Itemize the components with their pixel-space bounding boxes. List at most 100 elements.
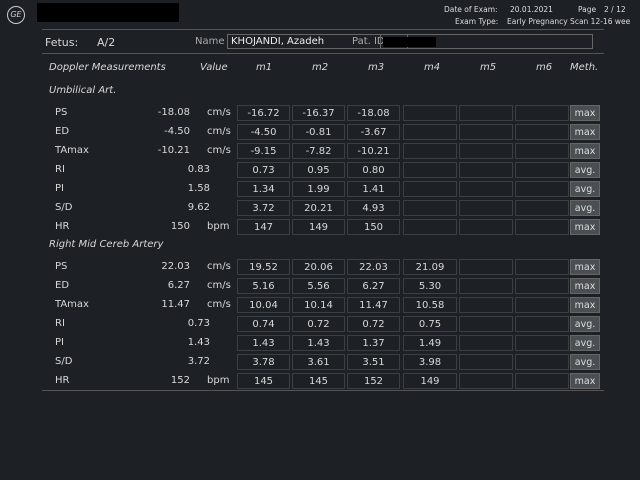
measurement-cell-m6[interactable] <box>515 181 569 197</box>
measurement-cell-m4[interactable]: 21.09 <box>403 259 457 275</box>
measurement-cell-m1[interactable]: 0.73 <box>237 162 290 178</box>
measurement-cell-m5[interactable] <box>459 143 513 159</box>
measurement-cell-m2[interactable]: 5.56 <box>292 278 345 294</box>
measurement-cell-m3[interactable]: -10.21 <box>347 143 400 159</box>
measurement-cell-m2[interactable]: 20.21 <box>292 200 345 216</box>
measurement-cell-m6[interactable] <box>515 354 569 370</box>
method-button[interactable]: max <box>570 278 600 294</box>
patient-id-field[interactable] <box>380 34 593 49</box>
measurement-cell-m4[interactable] <box>403 124 457 140</box>
measurement-cell-m6[interactable] <box>515 297 569 313</box>
measurement-cell-m6[interactable] <box>515 162 569 178</box>
measurement-cell-m1[interactable]: 1.43 <box>237 335 290 351</box>
measurement-cell-m3[interactable]: 6.27 <box>347 278 400 294</box>
method-button[interactable]: max <box>570 105 600 121</box>
row-label: PS <box>55 261 68 272</box>
measurement-cell-m4[interactable] <box>403 162 457 178</box>
measurement-cell-m1[interactable]: 5.16 <box>237 278 290 294</box>
measurement-cell-m3[interactable]: -18.08 <box>347 105 400 121</box>
measurement-cell-m1[interactable]: 3.72 <box>237 200 290 216</box>
method-button[interactable]: max <box>570 297 600 313</box>
method-button[interactable]: max <box>570 124 600 140</box>
measurement-cell-m4[interactable]: 0.75 <box>403 316 457 332</box>
measurement-cell-m3[interactable]: 1.41 <box>347 181 400 197</box>
measurement-cell-m4[interactable]: 10.58 <box>403 297 457 313</box>
measurement-cell-m1[interactable]: -9.15 <box>237 143 290 159</box>
method-button[interactable]: avg. <box>570 354 600 370</box>
measurement-cell-m4[interactable]: 1.49 <box>403 335 457 351</box>
measurement-cell-m1[interactable]: 1.34 <box>237 181 290 197</box>
measurement-cell-m5[interactable] <box>459 105 513 121</box>
method-button[interactable]: max <box>570 143 600 159</box>
measurement-cell-m2[interactable]: 0.95 <box>292 162 345 178</box>
measurement-cell-m6[interactable] <box>515 200 569 216</box>
measurement-cell-m4[interactable] <box>403 105 457 121</box>
measurement-cell-m2[interactable]: 3.61 <box>292 354 345 370</box>
measurement-cell-m6[interactable] <box>515 219 569 235</box>
measurement-cell-m4[interactable] <box>403 143 457 159</box>
measurement-cell-m1[interactable]: -16.72 <box>237 105 290 121</box>
measurement-cell-m4[interactable] <box>403 200 457 216</box>
measurement-cell-m6[interactable] <box>515 259 569 275</box>
measurement-cell-m6[interactable] <box>515 373 569 389</box>
measurement-cell-m6[interactable] <box>515 278 569 294</box>
measurement-cell-m5[interactable] <box>459 373 513 389</box>
measurement-cell-m1[interactable]: 3.78 <box>237 354 290 370</box>
measurement-cell-m5[interactable] <box>459 335 513 351</box>
measurement-cell-m2[interactable]: -16.37 <box>292 105 345 121</box>
measurement-cell-m1[interactable]: 145 <box>237 373 290 389</box>
measurement-cell-m3[interactable]: 150 <box>347 219 400 235</box>
measurement-cell-m5[interactable] <box>459 162 513 178</box>
measurement-cell-m2[interactable]: 20.06 <box>292 259 345 275</box>
measurement-cell-m2[interactable]: 1.43 <box>292 335 345 351</box>
measurement-cell-m1[interactable]: 147 <box>237 219 290 235</box>
measurement-cell-m4[interactable]: 149 <box>403 373 457 389</box>
measurement-cell-m4[interactable] <box>403 219 457 235</box>
measurement-cell-m1[interactable]: 0.74 <box>237 316 290 332</box>
method-button[interactable]: avg. <box>570 200 600 216</box>
measurement-cell-m6[interactable] <box>515 105 569 121</box>
measurement-cell-m5[interactable] <box>459 278 513 294</box>
measurement-cell-m4[interactable] <box>403 181 457 197</box>
measurement-cell-m2[interactable]: -0.81 <box>292 124 345 140</box>
method-button[interactable]: avg. <box>570 335 600 351</box>
measurement-cell-m5[interactable] <box>459 219 513 235</box>
measurement-cell-m3[interactable]: 0.80 <box>347 162 400 178</box>
measurement-cell-m5[interactable] <box>459 181 513 197</box>
method-button[interactable]: avg. <box>570 181 600 197</box>
measurement-cell-m2[interactable]: 145 <box>292 373 345 389</box>
method-button[interactable]: avg. <box>570 316 600 332</box>
measurement-cell-m1[interactable]: -4.50 <box>237 124 290 140</box>
method-button[interactable]: avg. <box>570 162 600 178</box>
measurement-cell-m5[interactable] <box>459 200 513 216</box>
measurement-cell-m2[interactable]: 0.72 <box>292 316 345 332</box>
measurement-cell-m5[interactable] <box>459 316 513 332</box>
measurement-cell-m3[interactable]: 3.51 <box>347 354 400 370</box>
measurement-cell-m5[interactable] <box>459 259 513 275</box>
measurement-cell-m2[interactable]: 10.14 <box>292 297 345 313</box>
measurement-cell-m6[interactable] <box>515 124 569 140</box>
measurement-cell-m2[interactable]: -7.82 <box>292 143 345 159</box>
measurement-cell-m3[interactable]: 11.47 <box>347 297 400 313</box>
measurement-cell-m3[interactable]: -3.67 <box>347 124 400 140</box>
measurement-cell-m4[interactable]: 3.98 <box>403 354 457 370</box>
measurement-cell-m5[interactable] <box>459 124 513 140</box>
measurement-cell-m5[interactable] <box>459 297 513 313</box>
measurement-cell-m4[interactable]: 5.30 <box>403 278 457 294</box>
measurement-cell-m5[interactable] <box>459 354 513 370</box>
measurement-cell-m3[interactable]: 1.37 <box>347 335 400 351</box>
measurement-cell-m1[interactable]: 19.52 <box>237 259 290 275</box>
measurement-cell-m1[interactable]: 10.04 <box>237 297 290 313</box>
method-button[interactable]: max <box>570 259 600 275</box>
measurement-cell-m2[interactable]: 149 <box>292 219 345 235</box>
measurement-cell-m6[interactable] <box>515 143 569 159</box>
measurement-cell-m3[interactable]: 0.72 <box>347 316 400 332</box>
method-button[interactable]: max <box>570 219 600 235</box>
method-button[interactable]: max <box>570 373 600 389</box>
measurement-cell-m6[interactable] <box>515 335 569 351</box>
measurement-cell-m2[interactable]: 1.99 <box>292 181 345 197</box>
measurement-cell-m3[interactable]: 4.93 <box>347 200 400 216</box>
measurement-cell-m6[interactable] <box>515 316 569 332</box>
measurement-cell-m3[interactable]: 22.03 <box>347 259 400 275</box>
measurement-cell-m3[interactable]: 152 <box>347 373 400 389</box>
